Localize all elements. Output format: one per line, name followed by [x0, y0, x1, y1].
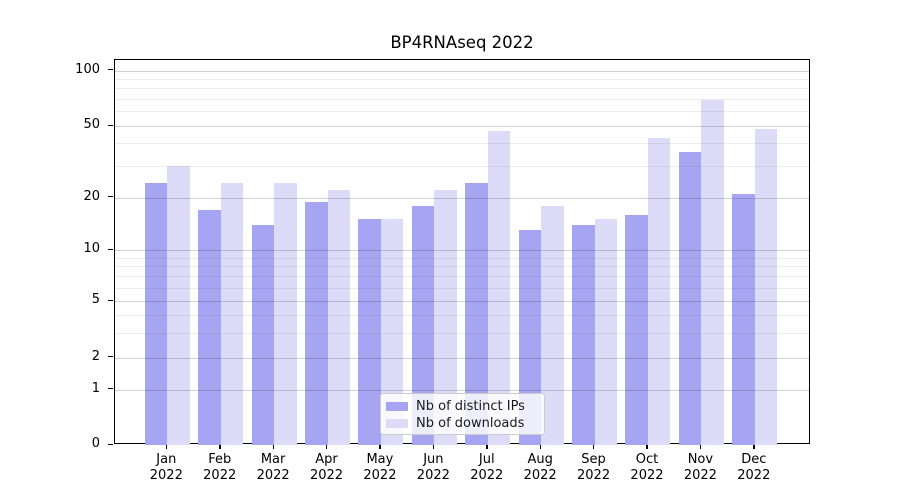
y-tick-label-1: 1	[91, 380, 100, 396]
plot-area	[114, 59, 810, 445]
x-tick-label-nov-2022: Nov 2022	[683, 452, 717, 483]
x-tick-label-jul-2022: Jul 2022	[470, 452, 504, 483]
x-tick-label-jun-2022: Jun 2022	[416, 452, 450, 483]
legend-item-distinct-ips: Nb of distinct IPs	[386, 398, 544, 415]
gridline-major-50	[115, 126, 809, 127]
x-tick-mark-mar-2022	[272, 444, 274, 449]
y-tick-label-10: 10	[83, 241, 100, 256]
y-tick-label-20: 20	[83, 188, 100, 204]
legend-swatch-distinct-ips	[386, 402, 408, 411]
y-tick-mark-10	[108, 248, 113, 250]
gridline-minor-70	[115, 99, 809, 101]
bar-nb-of-downloads-aug-2022	[541, 205, 564, 445]
bar-nb-of-distinct-ips-apr-2022	[305, 201, 328, 445]
x-tick-mark-jan-2022	[165, 444, 168, 449]
y-tick-mark-2	[108, 356, 113, 358]
gridline-major-10	[115, 250, 809, 251]
y-tick-mark-0	[108, 443, 113, 445]
x-tick-mark-sep-2022	[593, 444, 595, 449]
bar-nb-of-downloads-oct-2022	[647, 137, 671, 445]
bar-nb-of-distinct-ips-feb-2022	[198, 209, 221, 445]
x-tick-mark-aug-2022	[539, 444, 541, 449]
x-tick-label-dec-2022: Dec 2022	[737, 452, 771, 483]
y-tick-label-0: 0	[91, 436, 100, 451]
x-tick-label-apr-2022: Apr 2022	[309, 452, 344, 483]
bar-nb-of-downloads-sep-2022	[594, 219, 618, 445]
bar-nb-of-distinct-ips-sep-2022	[572, 224, 595, 445]
gridline-major-20	[115, 197, 809, 199]
x-tick-mark-nov-2022	[699, 444, 702, 449]
x-tick-label-sep-2022: Sep 2022	[577, 452, 611, 483]
gridline-minor-30	[115, 165, 809, 167]
bar-nb-of-distinct-ips-mar-2022	[251, 224, 275, 445]
legend-swatch-downloads	[386, 419, 408, 428]
bar-nb-of-downloads-dec-2022	[754, 129, 778, 445]
bar-nb-of-distinct-ips-oct-2022	[625, 214, 648, 445]
bar-nb-of-distinct-ips-nov-2022	[678, 151, 702, 445]
gridline-minor-90	[115, 78, 809, 80]
bar-nb-of-downloads-mar-2022	[274, 183, 297, 445]
gridline-minor-60	[115, 111, 809, 113]
legend: Nb of distinct IPs Nb of downloads	[380, 393, 545, 435]
legend-label-downloads: Nb of downloads	[416, 415, 525, 431]
y-tick-label-50: 50	[83, 117, 100, 132]
legend-label-distinct-ips: Nb of distinct IPs	[416, 398, 525, 414]
y-tick-mark-100	[108, 69, 113, 71]
gridline-major-2	[115, 357, 809, 359]
x-tick-label-oct-2022: Oct 2022	[630, 452, 664, 483]
gridline-minor-80	[115, 88, 809, 90]
bar-nb-of-downloads-jan-2022	[167, 165, 190, 445]
gridline-major-100	[115, 70, 809, 72]
y-tick-mark-20	[108, 196, 113, 198]
bar-nb-of-downloads-jul-2022	[487, 130, 511, 445]
y-tick-mark-5	[108, 299, 113, 301]
x-tick-label-aug-2022: Aug 2022	[523, 452, 557, 483]
bar-nb-of-downloads-nov-2022	[701, 100, 724, 445]
bar-nb-of-downloads-may-2022	[380, 219, 404, 445]
gridline-minor-3	[115, 332, 809, 334]
y-tick-mark-1	[108, 388, 113, 390]
gridline-minor-40	[115, 143, 809, 145]
bar-nb-of-distinct-ips-jul-2022	[465, 183, 488, 445]
gridline-minor-8	[115, 266, 809, 268]
x-tick-label-mar-2022: Mar 2022	[256, 452, 290, 483]
x-tick-mark-jul-2022	[486, 444, 488, 449]
bar-nb-of-downloads-feb-2022	[220, 183, 244, 445]
legend-item-downloads: Nb of downloads	[386, 415, 544, 432]
x-tick-mark-feb-2022	[219, 444, 221, 449]
bar-nb-of-distinct-ips-aug-2022	[518, 230, 542, 445]
gridline-minor-9	[115, 257, 809, 259]
x-tick-mark-jun-2022	[432, 444, 435, 449]
x-tick-label-feb-2022: Feb 2022	[203, 452, 237, 483]
x-tick-mark-may-2022	[379, 444, 381, 449]
bar-nb-of-distinct-ips-dec-2022	[732, 193, 755, 445]
x-tick-mark-oct-2022	[646, 444, 648, 449]
gridline-major-1	[115, 389, 809, 391]
gridline-minor-6	[115, 287, 809, 289]
chart-title: BP4RNAseq 2022	[390, 33, 534, 52]
y-tick-label-2: 2	[91, 348, 100, 364]
gridline-minor-7	[115, 276, 809, 278]
bar-nb-of-distinct-ips-jan-2022	[144, 183, 168, 445]
x-tick-mark-dec-2022	[753, 444, 755, 449]
bar-nb-of-downloads-jun-2022	[434, 190, 457, 445]
bar-nb-of-downloads-apr-2022	[327, 190, 351, 445]
x-tick-mark-apr-2022	[326, 444, 328, 449]
y-tick-label-100: 100	[75, 61, 100, 77]
gridline-minor-4	[115, 314, 809, 316]
y-tick-label-5: 5	[91, 292, 100, 307]
x-tick-label-jan-2022: Jan 2022	[149, 452, 183, 483]
gridline-major-5	[115, 301, 809, 302]
bar-nb-of-distinct-ips-jun-2022	[411, 205, 435, 445]
y-tick-mark-50	[108, 124, 113, 126]
x-tick-label-may-2022: May 2022	[363, 452, 397, 483]
bar-nb-of-distinct-ips-may-2022	[358, 219, 381, 445]
